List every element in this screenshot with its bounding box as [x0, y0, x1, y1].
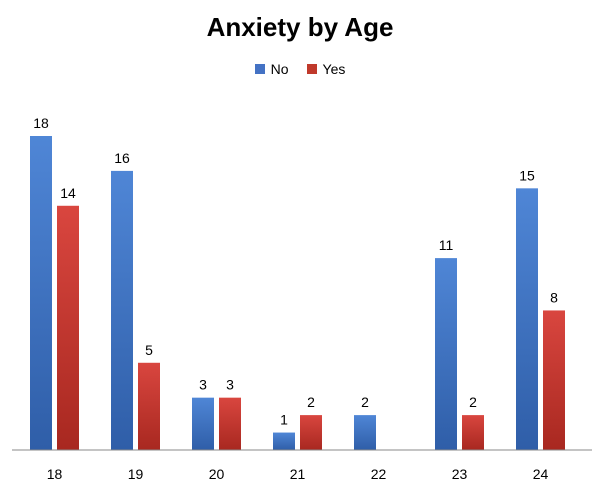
bar-yes-24	[543, 310, 565, 450]
data-label-yes-19: 5	[145, 342, 153, 358]
data-label-no-22: 2	[361, 394, 369, 410]
legend-item-no: No	[254, 61, 289, 77]
bar-no-24	[516, 188, 538, 451]
x-tick-label-23: 23	[452, 466, 468, 482]
data-label-no-20: 3	[199, 377, 207, 393]
legend-item-yes: Yes	[306, 61, 346, 77]
bar-no-19	[111, 170, 133, 450]
data-label-no-24: 15	[519, 167, 535, 183]
data-label-no-23: 11	[439, 237, 454, 253]
bar-no-21	[273, 432, 295, 450]
data-label-yes-24: 8	[550, 289, 558, 305]
x-tick-label-24: 24	[533, 466, 549, 482]
data-label-yes-18: 14	[60, 185, 76, 201]
data-label-yes-20: 3	[226, 377, 234, 393]
bar-yes-21	[300, 415, 322, 450]
data-label-no-18: 18	[33, 115, 49, 131]
legend: No Yes	[0, 61, 600, 77]
legend-swatch-yes	[306, 64, 317, 74]
chart-title: Anxiety by Age	[206, 12, 394, 42]
legend-label-no: No	[270, 61, 289, 77]
data-label-no-19: 16	[114, 150, 130, 166]
x-tick-label-19: 19	[128, 466, 144, 482]
data-label-no-21: 1	[280, 412, 288, 428]
x-tick-label-18: 18	[47, 466, 63, 482]
bar-yes-20	[219, 397, 241, 450]
bar-yes-19	[138, 362, 160, 450]
bar-no-18	[30, 136, 52, 450]
bar-yes-18	[57, 205, 79, 450]
bar-no-20	[192, 397, 214, 450]
bar-no-22	[354, 415, 376, 450]
data-label-yes-21: 2	[307, 394, 315, 410]
x-tick-label-20: 20	[209, 466, 225, 482]
data-label-yes-23: 2	[469, 394, 477, 410]
bar-yes-23	[462, 415, 484, 450]
legend-label-yes: Yes	[322, 61, 346, 77]
x-tick-label-22: 22	[371, 466, 387, 482]
bar-no-23	[435, 258, 457, 450]
x-tick-label-21: 21	[290, 466, 306, 482]
legend-swatch-no	[254, 64, 265, 74]
